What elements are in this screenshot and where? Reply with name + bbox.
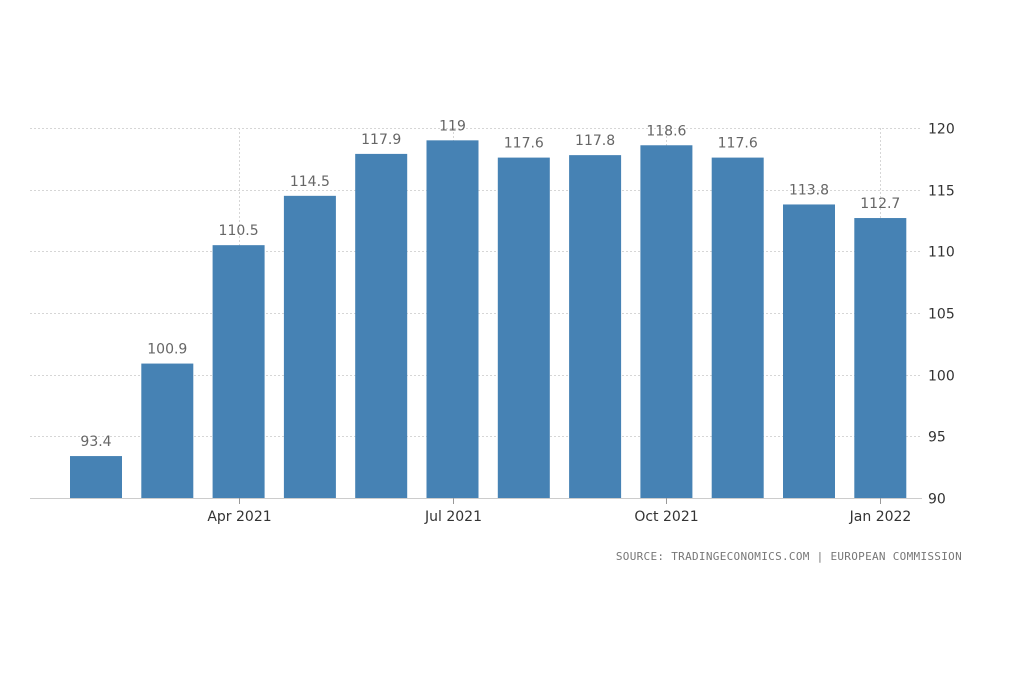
x-tick-label: Jan 2022 <box>849 509 912 525</box>
bar <box>212 245 265 498</box>
bar <box>640 145 693 498</box>
bar <box>141 363 194 498</box>
data-labels: 93.4 100.9 110.5 114.5 117.9 119 117.6 117.8 118… <box>80 118 900 450</box>
x-tick-label: Jul 2021 <box>424 509 482 525</box>
bar <box>355 153 408 498</box>
data-label: 117.9 <box>361 132 401 148</box>
x-tick-label: Oct 2021 <box>634 509 698 525</box>
data-label: 93.4 <box>80 434 111 450</box>
data-label: 112.7 <box>860 196 900 212</box>
bar <box>426 140 479 499</box>
y-tick-label: 110 <box>928 245 955 261</box>
data-label: 119 <box>439 118 466 134</box>
bar <box>497 157 550 498</box>
data-label: 110.5 <box>219 223 259 239</box>
bar <box>711 157 764 498</box>
y-axis: 90 95 100 105 110 115 120 <box>928 122 955 508</box>
data-label: 117.6 <box>718 136 758 152</box>
bar <box>70 456 122 498</box>
y-tick-label: 95 <box>928 430 946 446</box>
y-tick-label: 115 <box>928 184 955 200</box>
data-label: 118.6 <box>646 123 686 139</box>
y-tick-label: 120 <box>928 122 955 138</box>
data-label: 117.8 <box>575 133 615 149</box>
bars <box>70 140 907 499</box>
x-tick-label: Apr 2021 <box>207 509 271 525</box>
data-label: 113.8 <box>789 182 829 198</box>
data-label: 117.6 <box>504 136 544 152</box>
bar <box>783 204 835 498</box>
y-tick-label: 105 <box>928 307 955 323</box>
bar <box>283 195 336 499</box>
x-axis: Apr 2021 Jul 2021 Oct 2021 Jan 2022 <box>30 498 922 525</box>
bar <box>569 155 622 498</box>
y-tick-label: 100 <box>928 369 955 385</box>
data-label: 114.5 <box>290 174 330 190</box>
y-tick-label: 90 <box>928 492 946 508</box>
data-label: 100.9 <box>147 342 187 358</box>
bar <box>854 218 907 499</box>
source-attribution: SOURCE: TRADINGECONOMICS.COM | EUROPEAN … <box>615 550 962 563</box>
